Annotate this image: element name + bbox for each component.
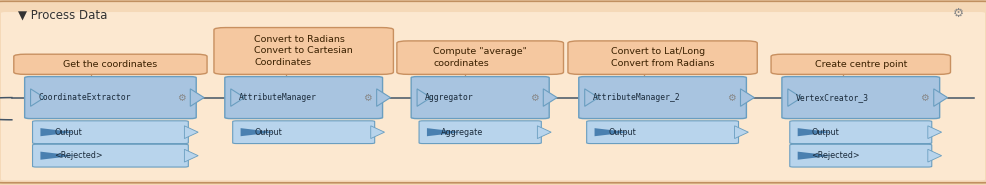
Text: Aggregate: Aggregate — [441, 128, 483, 137]
Polygon shape — [184, 126, 198, 139]
Text: ⚙: ⚙ — [727, 92, 736, 103]
Polygon shape — [40, 128, 75, 136]
Text: <Rejected>: <Rejected> — [811, 151, 860, 160]
FancyBboxPatch shape — [233, 121, 375, 144]
FancyBboxPatch shape — [33, 121, 188, 144]
Polygon shape — [543, 89, 557, 106]
Polygon shape — [928, 149, 942, 162]
Text: Create centre point: Create centre point — [814, 60, 907, 69]
Polygon shape — [537, 126, 551, 139]
Text: ⚙: ⚙ — [363, 92, 372, 103]
Text: ⚙: ⚙ — [953, 6, 964, 19]
Text: AttributeManager_2: AttributeManager_2 — [593, 93, 680, 102]
Text: CoordinateExtractor: CoordinateExtractor — [38, 93, 131, 102]
FancyBboxPatch shape — [782, 77, 940, 119]
Polygon shape — [377, 89, 390, 106]
Polygon shape — [31, 89, 44, 106]
Polygon shape — [934, 89, 948, 106]
FancyBboxPatch shape — [771, 54, 951, 74]
Polygon shape — [788, 89, 802, 106]
Text: <Rejected>: <Rejected> — [54, 151, 103, 160]
FancyBboxPatch shape — [790, 121, 932, 144]
Polygon shape — [371, 126, 385, 139]
Polygon shape — [231, 89, 245, 106]
FancyBboxPatch shape — [225, 77, 383, 119]
FancyBboxPatch shape — [579, 77, 746, 119]
FancyBboxPatch shape — [411, 77, 549, 119]
FancyBboxPatch shape — [568, 41, 757, 74]
Polygon shape — [184, 149, 198, 162]
FancyBboxPatch shape — [396, 41, 563, 74]
FancyBboxPatch shape — [419, 121, 541, 144]
Polygon shape — [928, 126, 942, 139]
Text: Output: Output — [254, 128, 282, 137]
Polygon shape — [735, 126, 748, 139]
Polygon shape — [40, 152, 75, 160]
Text: AttributeManager: AttributeManager — [239, 93, 317, 102]
Text: Output: Output — [54, 128, 82, 137]
FancyBboxPatch shape — [25, 77, 196, 119]
FancyBboxPatch shape — [1, 12, 985, 180]
FancyBboxPatch shape — [587, 121, 739, 144]
Text: Compute "average"
coordinates: Compute "average" coordinates — [433, 47, 528, 68]
Text: Aggregator: Aggregator — [425, 93, 473, 102]
Text: ▼ Process Data: ▼ Process Data — [18, 8, 107, 21]
FancyBboxPatch shape — [214, 28, 393, 74]
FancyBboxPatch shape — [790, 144, 932, 167]
Polygon shape — [595, 128, 629, 136]
Text: Convert to Radians
Convert to Cartesian
Coordinates: Convert to Radians Convert to Cartesian … — [254, 35, 353, 67]
Polygon shape — [427, 128, 461, 136]
Text: Output: Output — [811, 128, 839, 137]
Polygon shape — [798, 128, 832, 136]
Polygon shape — [740, 89, 754, 106]
Text: ⚙: ⚙ — [920, 92, 929, 103]
Text: Convert to Lat/Long
Convert from Radians: Convert to Lat/Long Convert from Radians — [611, 47, 714, 68]
FancyBboxPatch shape — [33, 144, 188, 167]
Text: ⚙: ⚙ — [529, 92, 538, 103]
Text: VertexCreator_3: VertexCreator_3 — [796, 93, 869, 102]
Polygon shape — [585, 89, 599, 106]
Text: ⚙: ⚙ — [176, 92, 185, 103]
FancyBboxPatch shape — [14, 54, 207, 74]
Polygon shape — [417, 89, 431, 106]
Polygon shape — [241, 128, 275, 136]
Text: Output: Output — [608, 128, 636, 137]
Polygon shape — [798, 152, 832, 160]
Polygon shape — [190, 89, 204, 106]
Text: Get the coordinates: Get the coordinates — [63, 60, 158, 69]
